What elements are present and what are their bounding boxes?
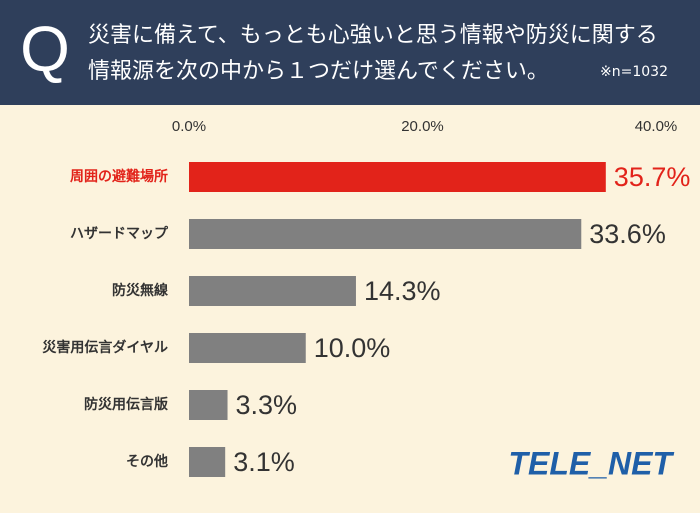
value-label: 3.1% [233,447,295,477]
y-tick-label: 周囲の避難場所 [70,168,168,185]
y-tick-label: 防災用伝言版 [84,396,168,413]
value-label: 33.6% [589,219,666,249]
y-tick-label: ハザードマップ [70,226,169,242]
note: ※n=1032 [600,64,668,80]
bar [189,447,226,477]
y-tick-label: その他 [126,453,168,470]
logo: TELE_NET [508,445,674,481]
x-tick-label: 20.0% [401,118,444,135]
bar [189,333,306,363]
value-label: 14.3% [364,276,441,306]
bar [189,390,228,420]
q-mark: Q [20,13,70,85]
header [0,0,700,105]
value-label: 10.0% [314,333,391,363]
x-tick-label: 40.0% [635,118,678,135]
value-label: 3.3% [236,390,298,420]
title-line: 情報源を次の中から１つだけ選んでください。 [88,59,549,84]
y-tick-label: 災害用伝言ダイヤル [42,339,168,356]
bar [189,276,356,306]
title-line: 災害に備えて、もっとも心強いと思う情報や防災に関する [88,23,658,48]
x-tick-label: 0.0% [172,118,206,135]
value-label: 35.7% [614,162,691,192]
y-tick-label: 防災無線 [112,282,168,299]
bar [189,219,582,249]
bar [189,162,606,192]
